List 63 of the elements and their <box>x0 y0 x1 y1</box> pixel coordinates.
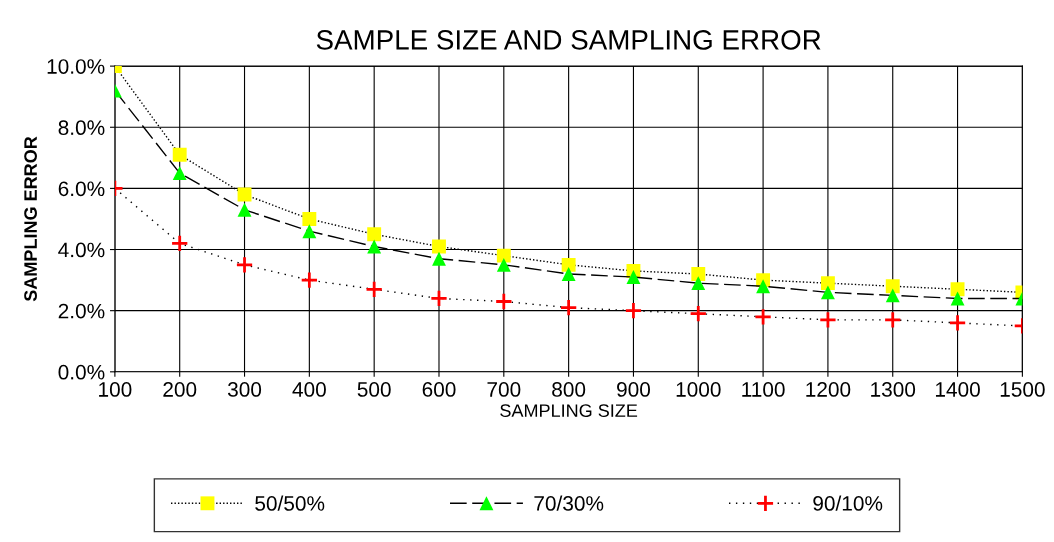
point <box>494 292 513 311</box>
x-tick-label: 1500 <box>1000 382 1045 397</box>
x-tick-label: 900 <box>617 382 651 397</box>
legend-label: 50/50% <box>255 495 325 511</box>
point <box>626 270 641 284</box>
point <box>561 257 576 272</box>
x-tick-label: 700 <box>487 382 521 397</box>
point <box>496 257 511 272</box>
point <box>885 288 900 303</box>
point <box>172 166 187 181</box>
y-tick-label: 2.0% <box>58 303 105 319</box>
x-tick-label: 800 <box>552 382 586 397</box>
point <box>691 276 706 291</box>
point <box>885 279 900 294</box>
x-tick-label: 1400 <box>935 382 980 397</box>
point <box>365 280 384 299</box>
point <box>689 304 708 323</box>
point <box>559 298 578 317</box>
y-tick-label: 4.0% <box>58 242 105 258</box>
point <box>300 271 319 290</box>
x-axis-title: SAMPLING SIZE <box>500 404 638 417</box>
y-tick-label: 10.0% <box>47 59 105 74</box>
legend-label: 90/10% <box>813 495 883 511</box>
point <box>820 285 835 300</box>
legend-label: 70/30% <box>534 495 604 511</box>
point <box>172 147 187 162</box>
x-tick-label: 1200 <box>806 382 851 397</box>
point <box>302 212 317 226</box>
point <box>883 310 902 329</box>
point <box>754 307 773 326</box>
chart-title: SAMPLE SIZE AND SAMPLING ERROR <box>316 30 821 50</box>
y-tick-label: 6.0% <box>58 181 105 197</box>
y-tick-label: 8.0% <box>58 120 105 136</box>
point <box>432 251 446 266</box>
point <box>235 255 254 274</box>
point <box>170 234 189 253</box>
point <box>237 202 252 217</box>
point <box>624 301 643 320</box>
point <box>950 282 965 297</box>
x-tick-label: 300 <box>227 382 262 397</box>
point <box>367 239 382 254</box>
point <box>948 313 967 332</box>
point <box>820 276 835 291</box>
point <box>756 279 771 294</box>
point <box>818 310 837 329</box>
x-tick-label: 1100 <box>742 382 785 397</box>
x-tick-label: 100 <box>99 382 132 397</box>
x-tick-label: 1300 <box>871 382 916 397</box>
point <box>429 289 449 308</box>
y-axis-title: SAMPLING ERROR <box>24 136 37 302</box>
point <box>691 267 706 281</box>
point <box>496 248 511 263</box>
point <box>950 291 965 306</box>
point <box>561 267 576 281</box>
x-tick-label: 600 <box>422 382 456 397</box>
y-tick-label: 0.0% <box>58 364 105 380</box>
x-tick-label: 1000 <box>676 382 721 397</box>
x-tick-label: 400 <box>292 382 326 397</box>
point <box>432 239 446 254</box>
x-tick-label: 200 <box>163 382 197 397</box>
point <box>367 227 382 242</box>
point <box>302 224 317 239</box>
x-tick-label: 500 <box>357 382 391 397</box>
